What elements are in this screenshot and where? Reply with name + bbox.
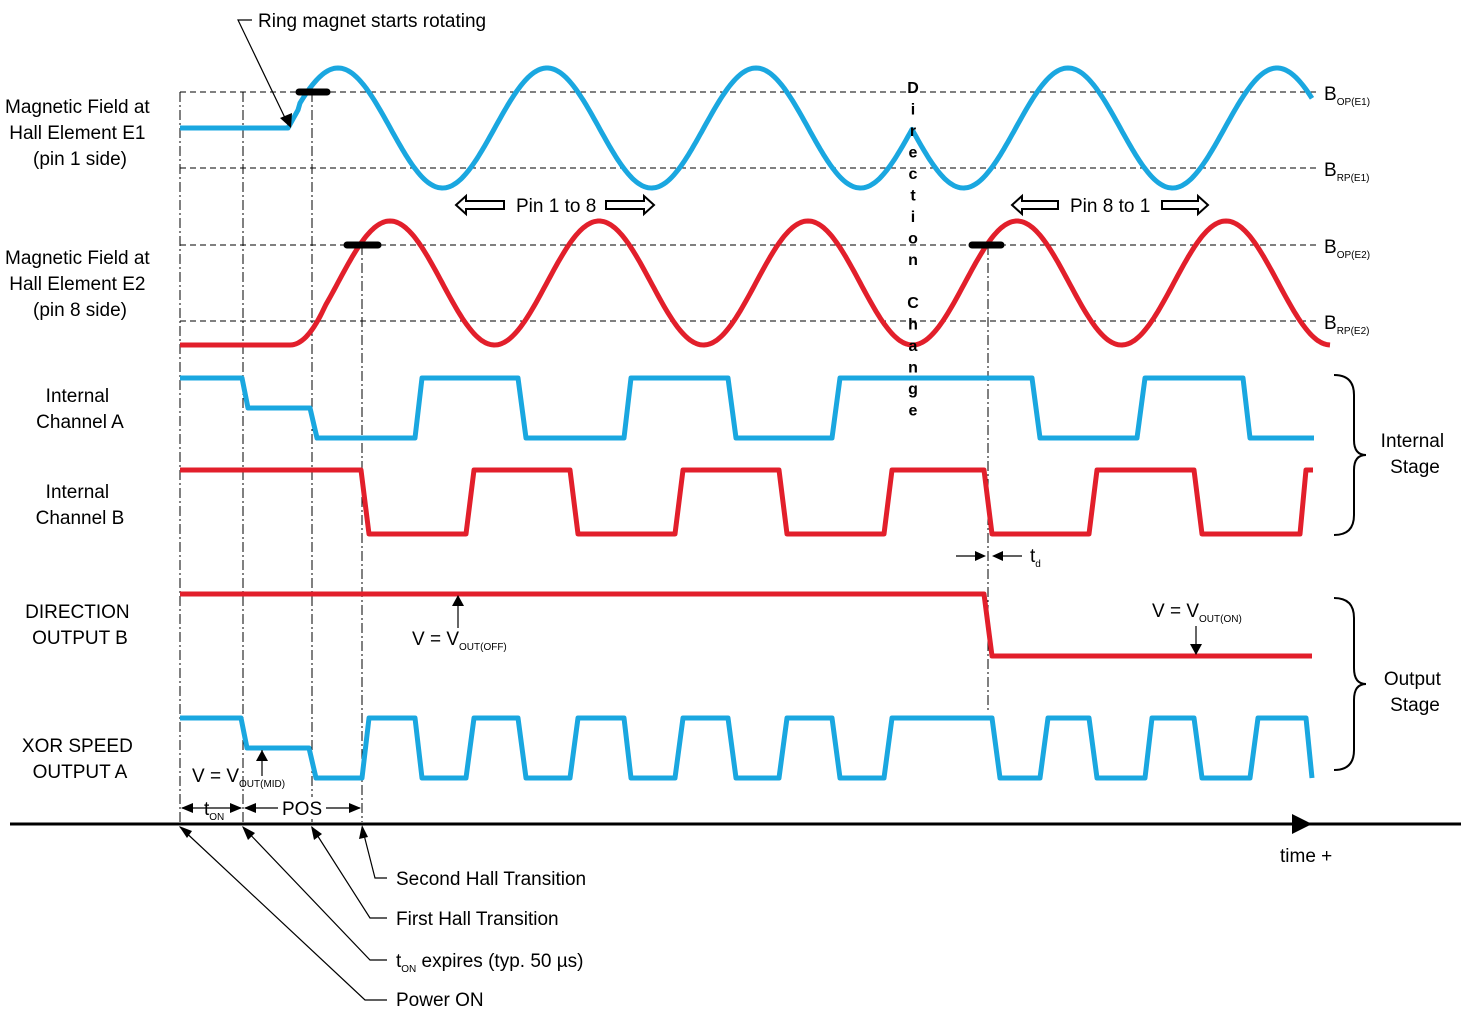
svg-text:Power ON: Power ON [396,990,484,1011]
e1-field-waveform [180,65,1315,191]
svg-text:Second Hall Transition: Second Hall Transition [396,869,586,890]
time-axis-arrowhead [1292,814,1312,834]
power-on-callout: Power ON [179,826,484,1011]
channel-a-label: Internal Channel A [36,386,124,433]
pin-8-to-1-annotation: Pin 8 to 1 [1010,193,1210,217]
svg-text:tON expires (typ. 50 µs): tON expires (typ. 50 µs) [396,951,584,975]
left-hollow-arrow-icon [1010,193,1059,217]
vout-on-annotation: V = VOUT(ON) [1152,601,1242,655]
vout-off-annotation: V = VOUT(OFF) [412,595,507,653]
down-arrow-icon [1190,644,1202,655]
direction-change-letter: i [911,102,915,119]
time-axis-label: time + [1280,846,1332,867]
ton-dimension: tON [181,799,242,823]
direction-change-letter: e [909,403,918,420]
direction-output-waveform [180,591,1312,659]
vout-on-label: V = VOUT(ON) [1152,601,1242,625]
direction-change-letter: o [908,231,918,248]
channel-b-waveform [180,467,1313,537]
brp-e1-label: BRP(E1) [1324,160,1369,184]
ton-label: tON [204,799,224,823]
direction-change-letter: g [908,381,918,398]
pos-dimension: POS [244,797,361,820]
internal-stage-label: Internal Stage [1381,431,1450,478]
vout-mid-label: V = VOUT(MID) [192,766,285,790]
direction-change-letter: r [910,123,916,140]
vout-off-label: V = VOUT(OFF) [412,629,507,653]
direction-change-letter: h [908,317,918,334]
direction-change-letter: i [911,209,915,226]
vout-mid-annotation: V = VOUT(MID) [192,750,285,790]
internal-stage-brace [1333,374,1367,536]
bop-e1-label: BOP(E1) [1324,84,1370,108]
second-hall-callout: Second Hall Transition [359,825,586,890]
direction-change-letter: a [909,338,918,355]
e1-signal-label: Magnetic Field at Hall Element E1 (pin 1… [5,97,155,170]
output-stage-label: Output Stage [1384,669,1446,716]
channel-a-waveform [180,375,1314,441]
left-hollow-arrow-icon [454,193,505,217]
xor-speed-label: XOR SPEED OUTPUT A [22,736,138,783]
ton-expires-callout: tON expires (typ. 50 µs) [242,826,584,975]
brp-e2-label: BRP(E2) [1324,313,1369,337]
channel-b-label: Internal Channel B [36,482,125,529]
direction-change-letter: e [909,145,918,162]
ring-magnet-arrowhead [280,113,292,128]
e2-field-waveform [180,218,1331,348]
pin-1-to-8-annotation: Pin 1 to 8 [454,193,656,217]
td-annotation: td [956,546,1041,570]
direction-change-letter: D [907,80,919,97]
up-arrow-icon [452,595,464,606]
svg-text:First Hall Transition: First Hall Transition [396,909,559,930]
output-stage-brace [1333,597,1367,771]
pin-1-to-8-label: Pin 1 to 8 [516,196,596,217]
first-hall-callout: First Hall Transition [311,826,559,930]
xor-speed-waveform [180,715,1315,781]
right-hollow-arrow-icon [1161,193,1210,217]
direction-change-letter: n [908,360,918,377]
direction-change-letter: n [908,252,918,269]
direction-change-letter: C [907,295,919,312]
e2-signal-label: Magnetic Field at Hall Element E2 (pin 8… [5,248,155,321]
right-hollow-arrow-icon [605,193,656,217]
bop-e2-label: BOP(E2) [1324,237,1370,261]
direction-change-letter: t [910,188,916,205]
pos-label: POS [282,799,322,820]
up-arrow-icon [256,750,268,761]
direction-change-letter: c [909,166,918,183]
ring-magnet-pointer [237,19,288,123]
direction-output-label: DIRECTION OUTPUT B [25,602,135,649]
pin-8-to-1-label: Pin 8 to 1 [1070,196,1150,217]
td-label: td [1030,546,1041,570]
ring-magnet-label: Ring magnet starts rotating [258,11,486,32]
